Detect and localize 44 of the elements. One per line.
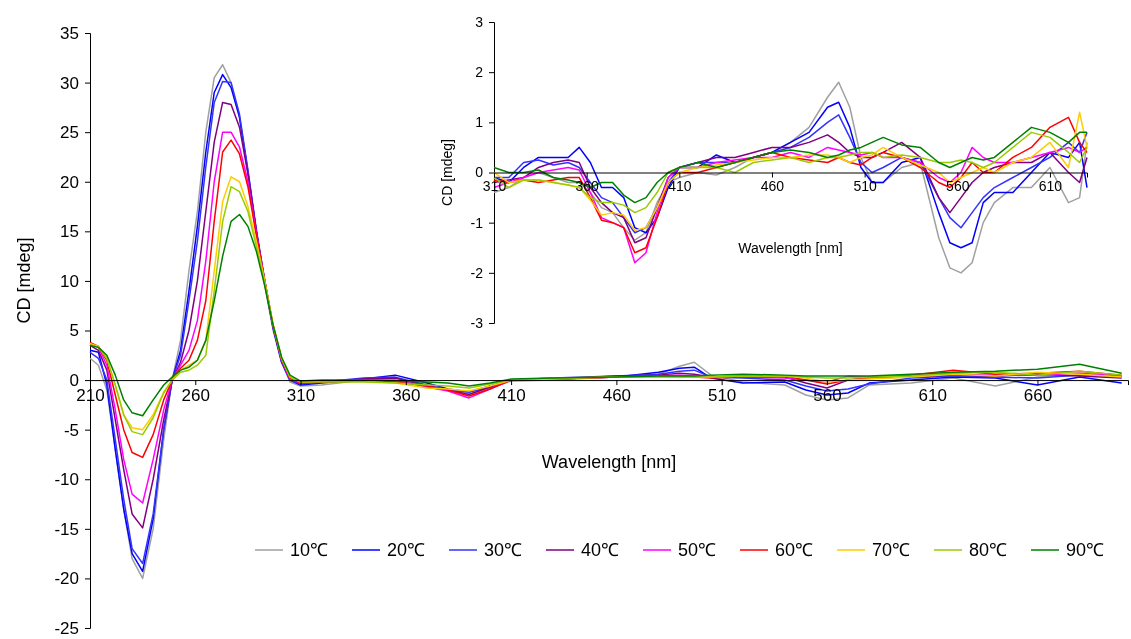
x-tick-label: 610 (1038, 178, 1063, 195)
x-axis-title: Wavelength [nm] (738, 240, 843, 256)
y-axis-title: CD [mdeg] (439, 139, 455, 206)
y-axis-title: CD [mdeg] (14, 237, 34, 324)
x-tick-label: 410 (497, 386, 526, 406)
legend-label: 50℃ (678, 540, 717, 561)
x-tick-label: 660 (1023, 386, 1053, 406)
x-tick-label: 510 (853, 178, 878, 195)
y-tick-label: 1 (475, 114, 484, 131)
y-tick-label: 15 (60, 222, 79, 242)
y-tick-label: -3 (470, 314, 484, 331)
x-tick-label: 410 (668, 178, 692, 195)
legend-label: 60℃ (775, 540, 814, 561)
x-tick-label: 460 (760, 178, 785, 195)
y-tick-label: 20 (60, 172, 79, 192)
y-tick-label: -10 (54, 470, 79, 490)
x-tick-label: 610 (918, 386, 947, 406)
y-tick-label: 5 (69, 321, 79, 341)
y-tick-label: -15 (54, 519, 79, 539)
y-tick-label: 10 (60, 271, 79, 291)
y-tick-label: 0 (475, 164, 484, 181)
x-tick-label: 460 (602, 386, 632, 406)
x-tick-label: 510 (707, 386, 737, 406)
y-tick-label: -5 (63, 420, 79, 440)
x-axis-title: Wavelength [nm] (541, 452, 677, 472)
y-tick-label: 3 (475, 13, 484, 30)
y-tick-label: -2 (470, 264, 484, 281)
x-tick-label: 360 (392, 386, 421, 406)
x-tick-label: 260 (181, 386, 210, 406)
legend-label: 70℃ (872, 540, 911, 561)
y-tick-label: 35 (60, 23, 79, 43)
legend-label: 80℃ (969, 540, 1008, 561)
legend-label: 10℃ (290, 540, 329, 561)
y-tick-label: -20 (54, 569, 79, 589)
y-tick-label: -1 (470, 214, 484, 231)
x-tick-label: 310 (286, 386, 316, 406)
legend-label: 90℃ (1066, 540, 1105, 561)
y-tick-label: -25 (54, 618, 79, 638)
y-tick-label: 25 (60, 123, 79, 143)
legend-label: 40℃ (581, 540, 620, 561)
legend-label: 20℃ (387, 540, 426, 561)
y-tick-label: 2 (475, 64, 484, 81)
legend-label: 30℃ (484, 540, 523, 561)
y-tick-label: 30 (60, 73, 79, 93)
